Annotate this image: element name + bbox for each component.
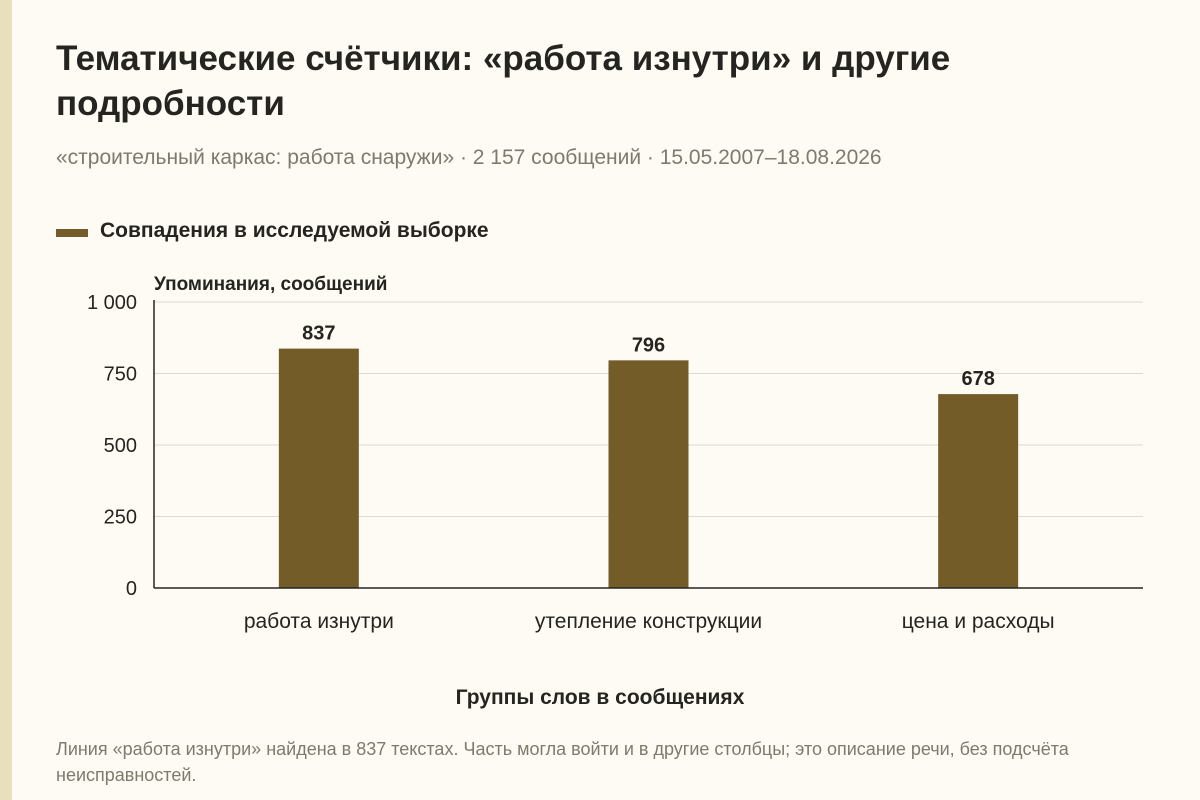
y-tick-labels: 0 250 500 750 1 000 bbox=[87, 292, 137, 600]
data-labels: 837 796 678 bbox=[302, 323, 995, 390]
y-tick-label: 1 000 bbox=[87, 292, 137, 314]
bars bbox=[278, 348, 1019, 588]
footnote: Линия «работа изнутри» найдена в 837 тек… bbox=[56, 739, 1069, 785]
axes bbox=[153, 300, 1143, 589]
chart-subtitle: «строительный каркас: работа снаружи» · … bbox=[56, 146, 882, 169]
x-axis-title: Группы слов в сообщениях bbox=[455, 686, 745, 709]
bar bbox=[938, 394, 1019, 588]
x-tick-label: утепление конструкции bbox=[535, 610, 762, 633]
bar bbox=[278, 348, 359, 588]
y-tick-label: 750 bbox=[104, 364, 137, 386]
data-label: 837 bbox=[302, 323, 335, 345]
x-tick-label: работа изнутри bbox=[244, 610, 394, 633]
x-tick-labels: работа изнутри утепление конструкции цена … bbox=[244, 610, 1055, 633]
legend-label: Совпадения в исследуемой выборке bbox=[100, 219, 489, 242]
left-accent-strip bbox=[0, 0, 12, 800]
y-axis-title: Упоминания, сообщений bbox=[154, 274, 388, 295]
legend: Совпадения в исследуемой выборке bbox=[56, 219, 489, 243]
legend-swatch bbox=[56, 229, 88, 237]
y-tick-label: 250 bbox=[104, 507, 137, 529]
y-tick-label: 0 bbox=[126, 578, 137, 600]
chart-title: Тематические счётчики: «работа изнутри» … bbox=[56, 39, 951, 123]
data-label: 796 bbox=[632, 334, 665, 356]
bar bbox=[608, 360, 689, 588]
x-tick-label: цена и расходы bbox=[902, 610, 1055, 633]
y-tick-label: 500 bbox=[104, 435, 137, 457]
data-label: 678 bbox=[961, 368, 994, 390]
